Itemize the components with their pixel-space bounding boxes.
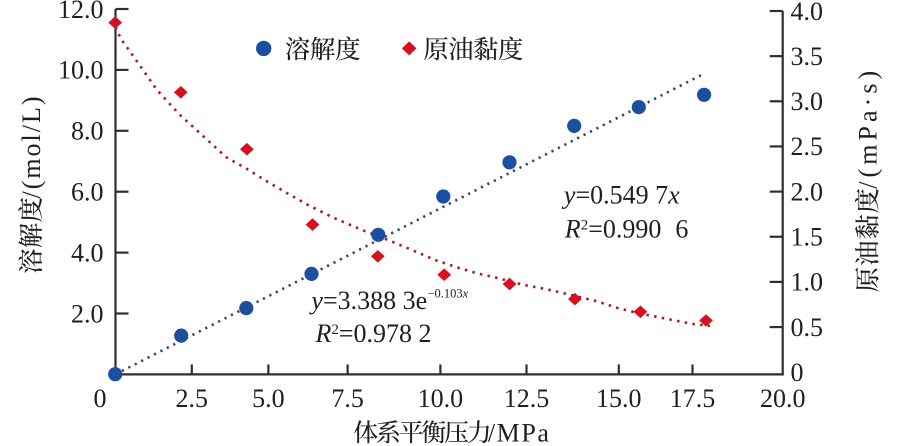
- svg-text:0: 0: [94, 384, 107, 413]
- svg-text:3.0: 3.0: [791, 87, 824, 116]
- svg-text:1.0: 1.0: [791, 268, 824, 297]
- svg-text:12.5: 12.5: [504, 384, 550, 413]
- svg-text:0.5: 0.5: [791, 313, 824, 342]
- svg-text:4.0: 4.0: [71, 238, 104, 267]
- svg-text:y=3.388 3e: y=3.388 3e: [308, 286, 427, 315]
- svg-text:2.5: 2.5: [791, 132, 824, 161]
- svg-text:0: 0: [791, 358, 804, 387]
- svg-text:12.0: 12.0: [58, 0, 104, 24]
- svg-text:5.0: 5.0: [252, 384, 285, 413]
- svg-text:/(mol/L): /(mol/L): [17, 97, 46, 199]
- svg-text:10.0: 10.0: [418, 384, 464, 413]
- svg-text:2.0: 2.0: [791, 177, 824, 206]
- svg-text:2.5: 2.5: [176, 384, 209, 413]
- svg-text:7.5: 7.5: [331, 384, 364, 413]
- svg-text:3.5: 3.5: [791, 42, 824, 71]
- svg-text:15.0: 15.0: [596, 384, 642, 413]
- svg-text:2.0: 2.0: [71, 299, 104, 328]
- svg-text:−0.103x: −0.103x: [427, 287, 468, 301]
- svg-text:/(mPa·s): /(mPa·s): [854, 71, 883, 189]
- svg-text:y=0.549 7x: y=0.549 7x: [561, 180, 680, 209]
- svg-text:6.0: 6.0: [71, 177, 104, 206]
- svg-text:/MPa: /MPa: [488, 418, 549, 446]
- svg-text:1.5: 1.5: [791, 223, 824, 252]
- svg-text:20.0: 20.0: [760, 384, 806, 413]
- svg-text:10.0: 10.0: [58, 56, 104, 85]
- svg-text:R2=0.978 2: R2=0.978 2: [315, 319, 432, 348]
- svg-text:4.0: 4.0: [791, 0, 824, 26]
- svg-text:17.5: 17.5: [670, 384, 716, 413]
- svg-text:8.0: 8.0: [71, 117, 104, 146]
